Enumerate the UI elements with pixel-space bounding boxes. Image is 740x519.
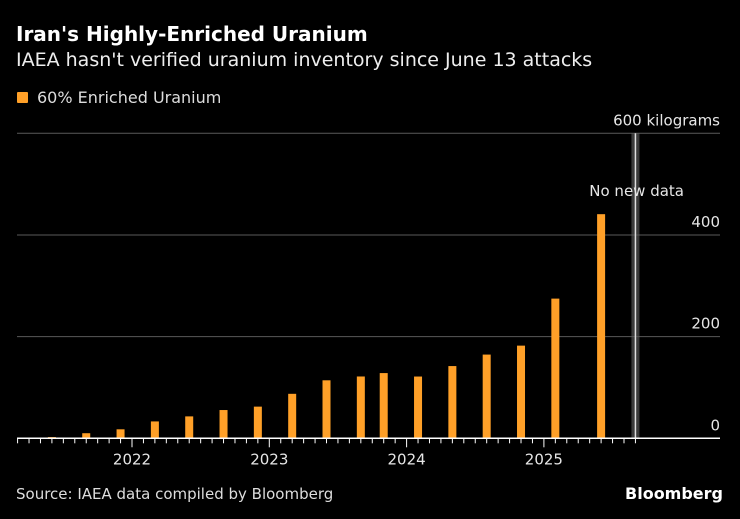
- bloomberg-logo: Bloomberg: [625, 484, 723, 503]
- bar: [356, 376, 365, 439]
- annotation-no-new-data: No new data: [589, 182, 684, 200]
- bar: [288, 393, 297, 439]
- legend: 60% Enriched Uranium: [17, 88, 221, 107]
- x-tick-label: 2022: [113, 450, 151, 468]
- bar: [253, 406, 262, 439]
- y-tick-label: 400: [691, 213, 720, 231]
- bar: [448, 366, 457, 439]
- bar: [517, 345, 526, 439]
- y-tick-label: 0: [710, 416, 720, 434]
- bar: [185, 416, 194, 439]
- source-note: Source: IAEA data compiled by Bloomberg: [16, 485, 334, 503]
- bar: [379, 373, 388, 439]
- bar: [414, 376, 423, 439]
- x-tick-label: 2025: [525, 450, 563, 468]
- y-tick-label: 200: [691, 315, 720, 333]
- bar: [482, 354, 491, 439]
- bar: [322, 380, 331, 439]
- bar: [116, 429, 125, 439]
- bar: [597, 214, 606, 439]
- legend-swatch: [17, 92, 28, 103]
- chart-subtitle: IAEA hasn't verified uranium inventory s…: [16, 49, 593, 71]
- bar: [150, 421, 159, 439]
- chart-title: Iran's Highly-Enriched Uranium: [16, 22, 368, 46]
- bar: [219, 410, 228, 439]
- y-tick-label: 600 kilograms: [613, 111, 720, 129]
- bar: [82, 433, 91, 439]
- legend-label: 60% Enriched Uranium: [37, 88, 222, 107]
- bar: [551, 298, 560, 439]
- x-tick-label: 2024: [388, 450, 426, 468]
- x-tick-label: 2023: [250, 450, 288, 468]
